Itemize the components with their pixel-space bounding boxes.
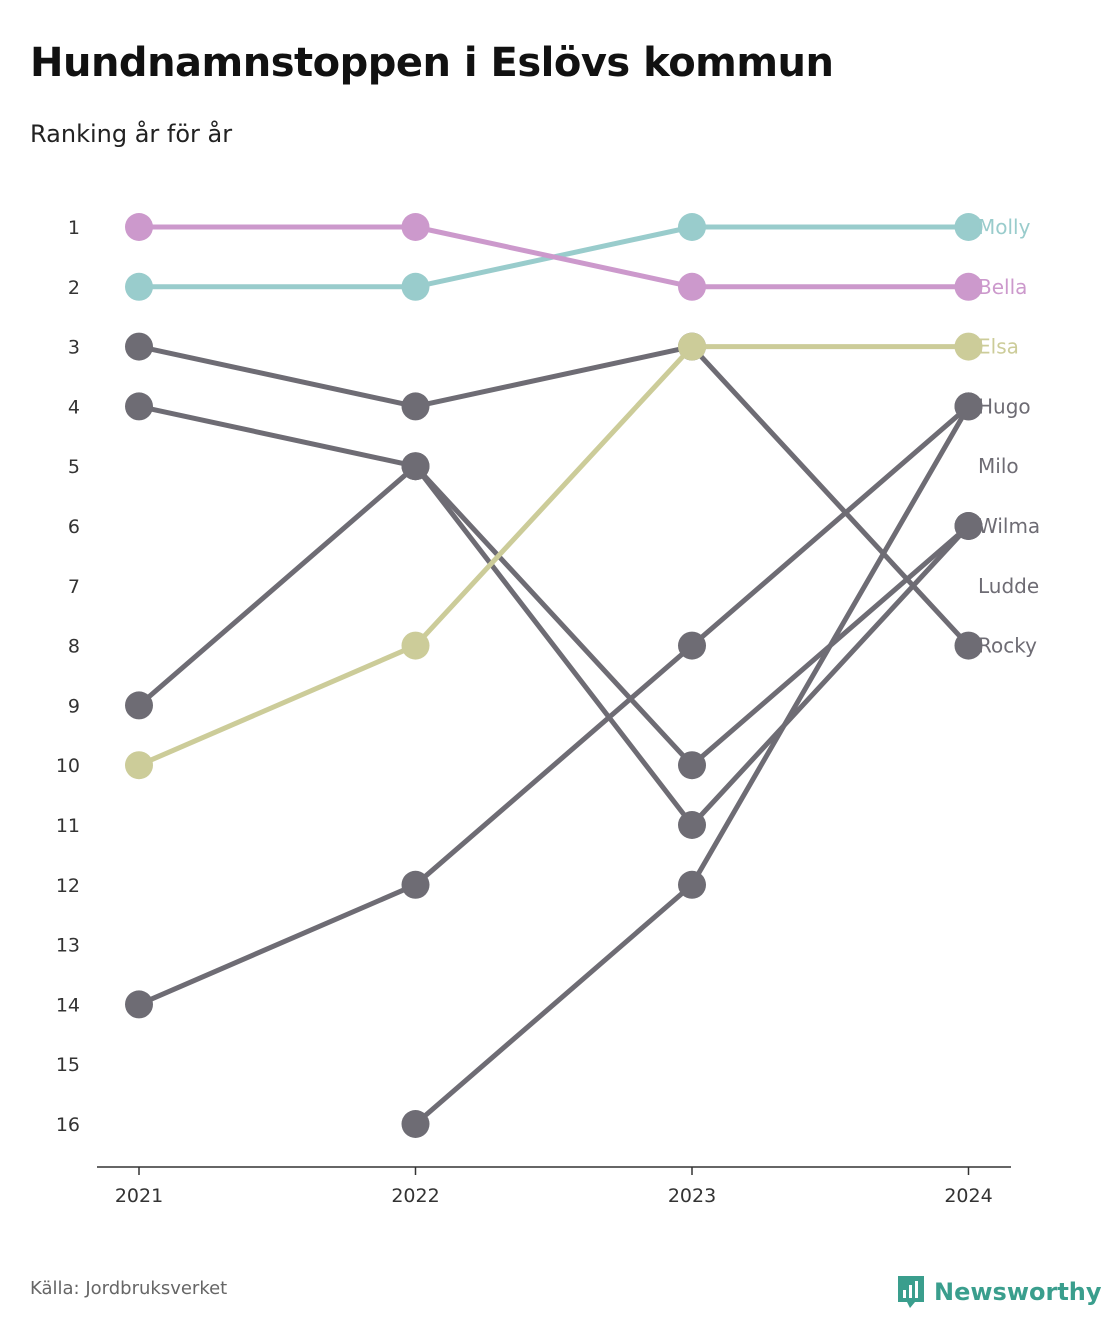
x-tick-label: 2021 [115, 1185, 163, 1207]
point-milo-2022 [401, 1110, 430, 1138]
point-molly-2024 [954, 213, 983, 241]
y-tick-label: 14 [56, 994, 80, 1016]
point-ludde-2021 [125, 392, 153, 421]
point-hugo-2022 [401, 870, 430, 899]
point-molly-2021 [125, 272, 153, 301]
end-label-rocky: Rocky [978, 634, 1037, 658]
source-note: Källa: Jordbruksverket [30, 1278, 228, 1299]
point-rocky-2021 [125, 332, 153, 361]
series-line-rocky [136, 344, 971, 649]
point-elsa-2022 [401, 631, 430, 660]
point-bella-2021 [125, 213, 153, 241]
x-tick-label: 2023 [668, 1185, 716, 1207]
y-tick-label: 16 [56, 1114, 80, 1136]
point-milo-2024 [954, 392, 983, 421]
x-tick-label: 2022 [391, 1185, 439, 1207]
point-rocky-2022 [401, 392, 430, 421]
y-tick-label: 6 [68, 516, 80, 538]
y-tick-label: 1 [68, 217, 80, 239]
point-bella-2023 [678, 272, 706, 301]
point-wilma-2021 [125, 691, 153, 720]
series-line-bella [136, 224, 971, 290]
series-line-ludde [136, 403, 971, 828]
point-elsa-2021 [125, 751, 153, 780]
point-bella-2022 [401, 213, 430, 241]
y-tick-label: 13 [56, 935, 80, 957]
point-milo-2023 [678, 870, 706, 899]
y-tick-label: 9 [68, 695, 80, 717]
y-tick-label: 5 [68, 456, 80, 478]
series-line-wilma [136, 463, 971, 768]
newsworthy-brand[interactable]: Newsworthy [896, 1272, 1102, 1312]
point-hugo-2021 [125, 990, 153, 1019]
y-tick-label: 10 [56, 755, 80, 777]
point-ludde-2024 [954, 512, 983, 540]
series-line-hugo [136, 403, 971, 1007]
chart-title: Hundnamnstoppen i Eslövs kommun [30, 40, 834, 86]
point-molly-2022 [401, 272, 430, 301]
point-bella-2024 [954, 272, 983, 301]
end-label-milo: Milo [978, 454, 1019, 478]
end-label-molly: Molly [978, 215, 1031, 239]
point-wilma-2023 [678, 751, 706, 780]
chart-subtitle: Ranking år för år [30, 120, 233, 148]
end-label-hugo: Hugo [978, 394, 1031, 418]
y-tick-label: 8 [68, 636, 80, 658]
series-line-elsa [136, 344, 971, 768]
y-tick-label: 12 [56, 875, 80, 897]
point-ludde-2023 [678, 811, 706, 839]
end-label-elsa: Elsa [978, 335, 1019, 359]
point-ludde-2022 [401, 452, 430, 481]
end-label-bella: Bella [978, 275, 1027, 299]
end-label-ludde: Ludde [978, 574, 1039, 598]
newsworthy-logo-icon [898, 1276, 924, 1308]
point-elsa-2024 [954, 332, 983, 361]
end-label-wilma: Wilma [978, 514, 1040, 538]
y-tick-label: 2 [68, 277, 80, 299]
y-tick-label: 3 [68, 337, 80, 359]
point-rocky-2024 [954, 631, 983, 660]
y-tick-label: 4 [68, 396, 80, 418]
y-tick-label: 11 [56, 815, 80, 837]
brand-name: Newsworthy [934, 1278, 1102, 1306]
point-hugo-2023 [678, 631, 706, 660]
y-tick-label: 7 [68, 576, 80, 598]
point-elsa-2023 [678, 332, 706, 361]
x-tick-label: 2024 [944, 1185, 992, 1207]
point-molly-2023 [678, 213, 706, 241]
y-tick-label: 15 [56, 1054, 80, 1076]
